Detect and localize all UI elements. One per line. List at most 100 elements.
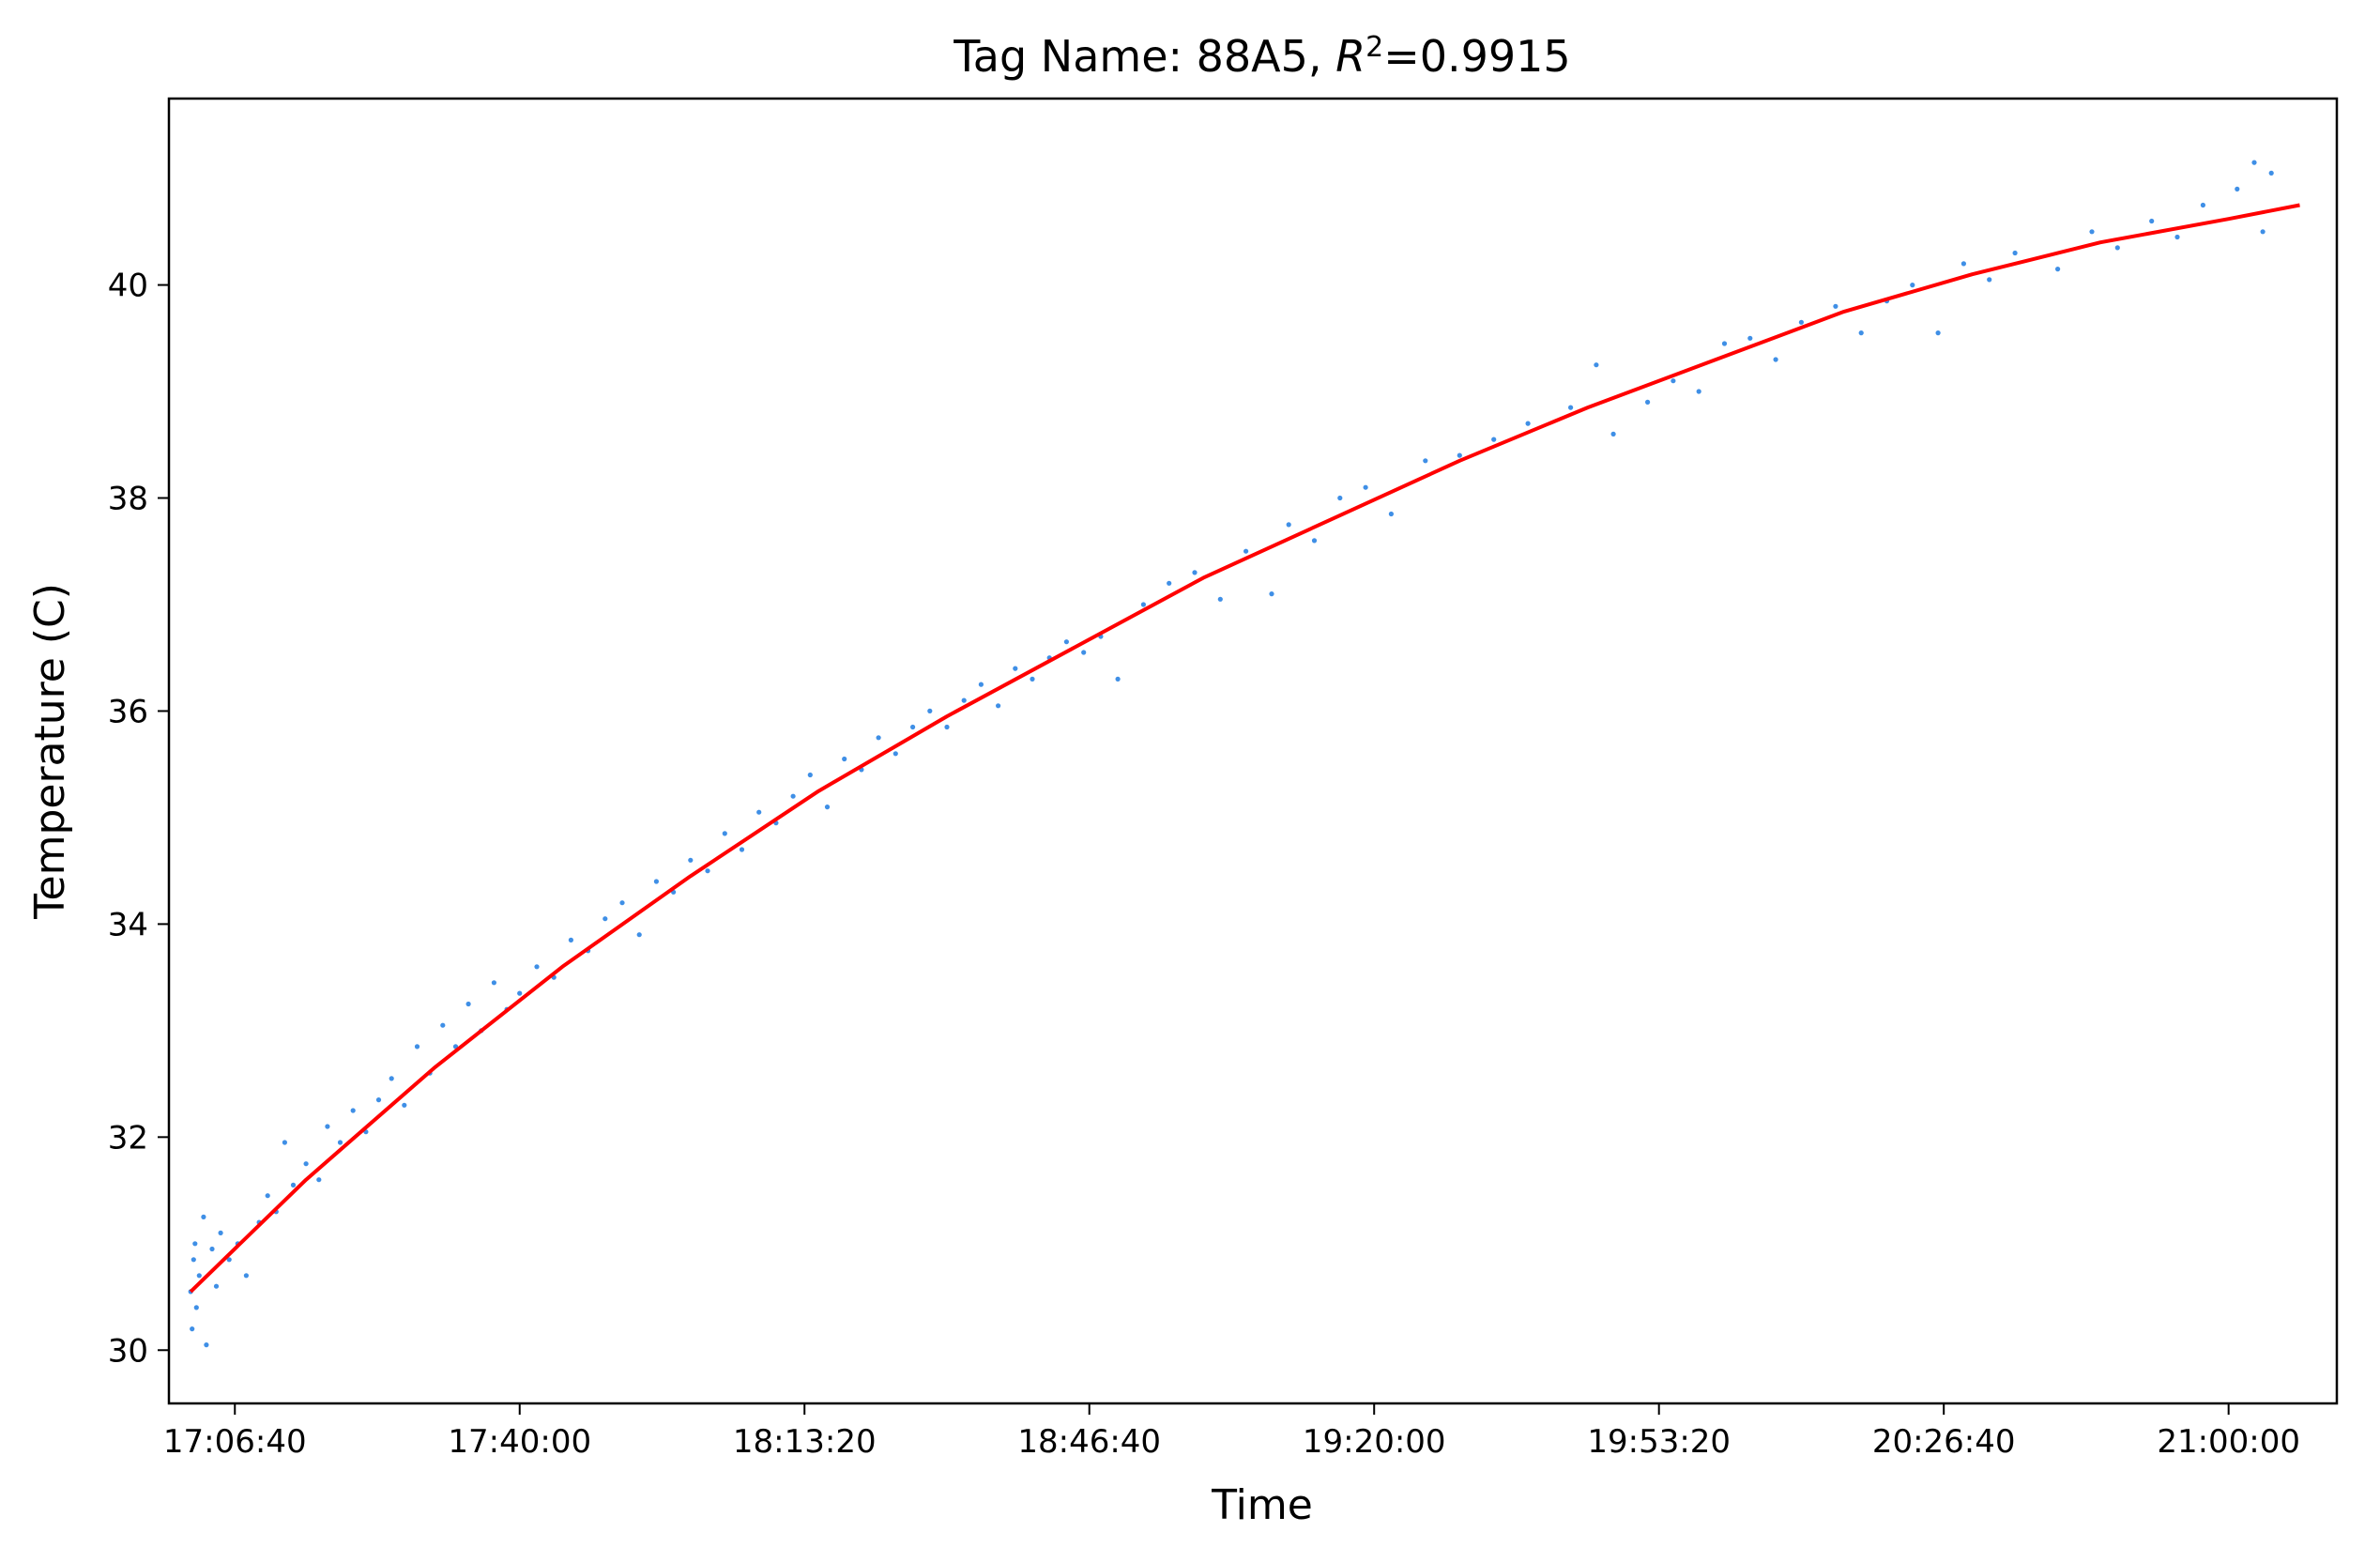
scatter-point	[1167, 580, 1172, 586]
scatter-point	[790, 793, 796, 799]
scatter-point	[196, 1273, 202, 1279]
scatter-point	[191, 1257, 196, 1263]
scatter-point	[1243, 548, 1249, 554]
y-tick-label: 40	[108, 268, 148, 305]
x-tick-label: 19:20:00	[1303, 1423, 1446, 1461]
scatter-point	[1063, 639, 1069, 645]
scatter-point	[1311, 538, 1318, 544]
scatter-point	[978, 682, 984, 687]
scatter-point	[1081, 650, 1087, 655]
scatter-point	[402, 1102, 407, 1108]
scatter-point	[1388, 511, 1394, 517]
scatter-point	[1910, 283, 1915, 288]
scatter-point	[2055, 267, 2061, 272]
scatter-point	[1337, 495, 1343, 501]
scatter-point	[996, 703, 1001, 709]
fit-curve	[189, 203, 2300, 1294]
scatter-point	[534, 964, 540, 970]
scatter-point	[226, 1257, 232, 1263]
scatter-point	[1030, 676, 1035, 682]
scatter-point	[876, 735, 881, 741]
scatter-point	[491, 980, 497, 986]
x-tick-label: 17:40:00	[448, 1423, 591, 1461]
scatter-point	[705, 868, 710, 874]
scatter-point	[1269, 591, 1274, 597]
plot-frame	[167, 97, 2339, 1405]
x-tick-label: 18:46:40	[1017, 1423, 1161, 1461]
scatter-point	[824, 804, 831, 810]
scatter-point	[209, 1246, 215, 1252]
scatter-point	[807, 772, 813, 778]
scatter-point	[2114, 245, 2120, 251]
scatter-point	[2149, 218, 2155, 224]
scatter-point	[1594, 362, 1599, 368]
scatter-point	[213, 1283, 220, 1289]
scatter-point	[1798, 319, 1804, 325]
scatter-point	[892, 751, 898, 757]
scatter-point	[389, 1076, 394, 1081]
scatter-point	[1423, 458, 1428, 464]
scatter-point	[568, 937, 574, 943]
x-tick-label: 18:13:20	[733, 1423, 877, 1461]
x-tick-label: 17:06:40	[163, 1423, 307, 1461]
scatter-point	[2268, 170, 2274, 176]
scatter-point	[1568, 405, 1574, 410]
scatter-point	[1747, 335, 1753, 341]
scatter-point	[1960, 261, 1966, 267]
scatter-point	[517, 990, 523, 996]
chart-title: Tag Name: 88A5, R2=0.9915	[953, 31, 1570, 82]
scatter-point	[218, 1230, 223, 1235]
scatter-point	[2260, 229, 2266, 235]
scatter-point	[282, 1140, 287, 1145]
scatter-point	[465, 1001, 471, 1007]
scatter-point	[1525, 421, 1531, 426]
scatter-point	[325, 1124, 330, 1129]
scatter-point	[1987, 277, 1992, 283]
scatter-point	[1140, 602, 1146, 607]
x-tick-label: 20:26:40	[1872, 1423, 2016, 1461]
scatter-point	[636, 932, 642, 938]
x-axis-title: Time	[1211, 1481, 1313, 1529]
y-tick-label: 32	[108, 1119, 148, 1157]
scatter-point	[756, 809, 762, 815]
scatter-point	[619, 900, 625, 906]
scatter-point	[190, 1326, 195, 1332]
scatter-point	[2200, 202, 2205, 208]
scatter-point	[2251, 160, 2257, 165]
scatter-point	[1013, 666, 1018, 671]
scatter-point	[1491, 437, 1497, 442]
scatter-point	[739, 847, 745, 852]
scatter-point	[1773, 357, 1778, 362]
scatter-point	[722, 831, 727, 836]
scatter-point	[243, 1273, 249, 1279]
scatter-point	[653, 879, 660, 884]
scatter-point	[1833, 303, 1838, 309]
scatter-point	[1286, 522, 1291, 528]
scatter-point	[1192, 570, 1198, 575]
x-tick-label: 19:53:20	[1587, 1423, 1731, 1461]
y-axis-title: Temperature (C)	[26, 583, 74, 920]
scatter-point	[688, 857, 694, 863]
scatter-point	[961, 697, 967, 703]
x-tick-label: 21:00:00	[2157, 1423, 2300, 1461]
scatter-point	[603, 916, 608, 922]
y-tick-label: 36	[108, 693, 148, 730]
scatter-point	[350, 1108, 356, 1113]
data-marks	[188, 160, 2300, 1348]
scatter-point	[303, 1161, 309, 1167]
scatter-point	[1363, 484, 1368, 490]
scatter-point	[1115, 676, 1121, 682]
scatter-point	[1858, 330, 1864, 336]
scatter-point	[201, 1214, 206, 1219]
scatter-point	[290, 1182, 297, 1188]
plot-area	[169, 99, 2337, 1403]
scatter-point	[1610, 431, 1616, 437]
scatter-point	[842, 756, 847, 762]
scatter-point	[1721, 341, 1728, 346]
scatter-point	[1645, 399, 1651, 405]
scatter-point	[2089, 229, 2095, 235]
scatter-point	[375, 1097, 382, 1103]
scatter-point	[2174, 234, 2180, 240]
scatter-point	[1457, 452, 1462, 458]
scatter-point	[1935, 330, 1941, 336]
